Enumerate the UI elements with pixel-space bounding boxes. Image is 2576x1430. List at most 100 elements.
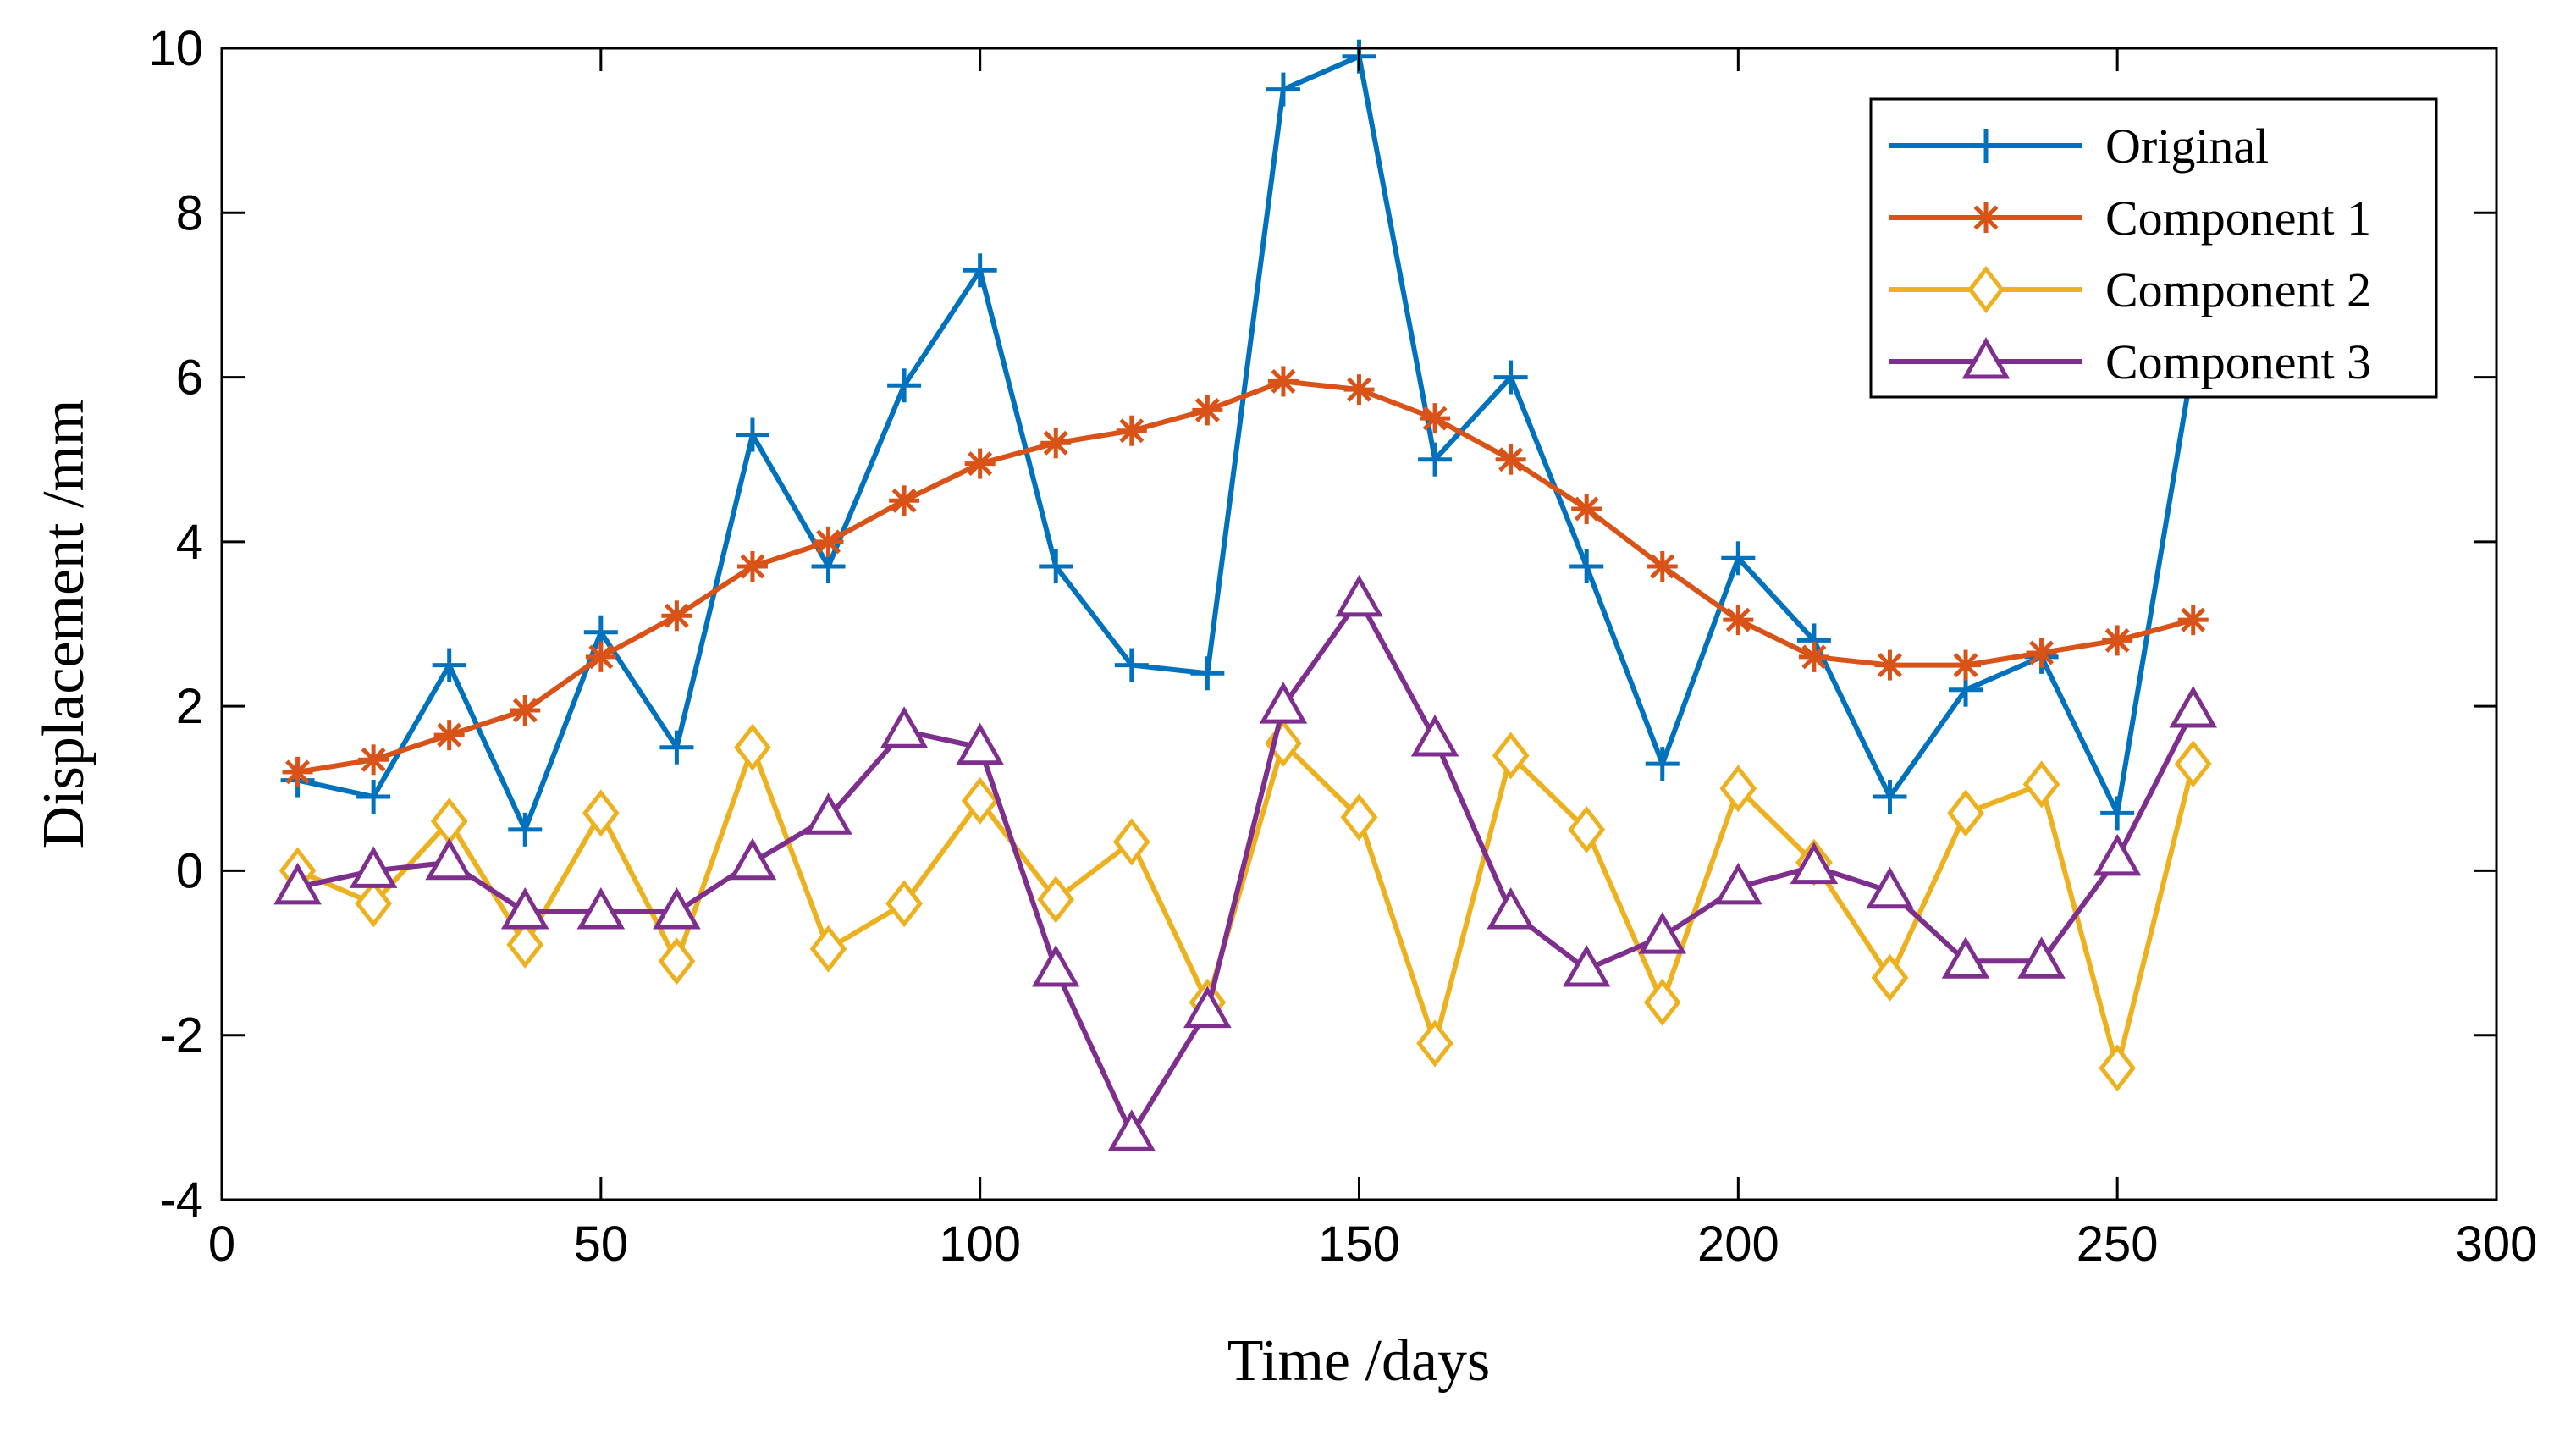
triangle-marker-shape xyxy=(1183,986,1232,1029)
diamond-marker-shape xyxy=(2022,760,2060,809)
data-point xyxy=(2017,936,2066,979)
diamond-marker-shape xyxy=(1967,265,2005,314)
x-axis-label: Time /days xyxy=(1227,1328,1491,1394)
diamond-marker-shape xyxy=(1340,793,1378,842)
data-point xyxy=(508,812,543,847)
legend-box xyxy=(1869,97,2438,399)
data-point xyxy=(735,417,769,452)
data-point xyxy=(1719,765,1757,813)
triangle-marker-shape xyxy=(576,886,626,930)
triangle-marker-shape xyxy=(500,886,549,930)
legend-label: Component 1 xyxy=(2105,190,2371,246)
data-point xyxy=(349,846,398,888)
data-point xyxy=(1941,936,1990,979)
data-point xyxy=(1267,366,1299,397)
data-point xyxy=(2022,760,2060,809)
axis-ticks: 0 50 100 150 200 250 300 -4 -2 0 2 4 6 8 10 xyxy=(148,21,2537,1272)
triangle-marker-shape xyxy=(728,837,777,881)
triangle-marker-shape xyxy=(1107,1109,1156,1151)
triangle-marker-shape xyxy=(1714,862,1762,905)
asterisk-marker-arm xyxy=(1725,607,1751,632)
data-point xyxy=(273,862,322,905)
data-point xyxy=(1183,986,1232,1029)
data-point xyxy=(659,730,694,765)
y-tick-label: 6 xyxy=(176,351,203,406)
asterisk-marker-arm xyxy=(1119,418,1145,444)
data-point xyxy=(1647,551,1678,582)
triangle-marker-shape xyxy=(880,706,929,748)
legend-entry-component-3: Component 3 xyxy=(1889,334,2371,389)
diamond-marker-shape xyxy=(2099,1044,2137,1092)
data-point xyxy=(1873,780,1907,814)
asterisk-marker-arm xyxy=(512,698,538,723)
triangle-marker-shape xyxy=(1562,944,1611,987)
data-point xyxy=(2174,740,2212,788)
data-point xyxy=(1638,912,1687,954)
data-point xyxy=(736,551,768,582)
legend-entry-component-1: Component 1 xyxy=(1889,190,2371,246)
legend-marker xyxy=(1969,129,2003,163)
diamond-marker-shape xyxy=(355,880,393,928)
data-point xyxy=(585,641,616,672)
triangle-marker-shape xyxy=(273,862,322,905)
data-point xyxy=(653,886,701,930)
triangle-marker-shape xyxy=(1487,886,1535,930)
data-point xyxy=(1874,649,1906,681)
data-point xyxy=(1418,442,1453,477)
legend-marker xyxy=(1961,336,2011,379)
asterisk-marker-arm xyxy=(437,722,462,748)
diamond-marker-shape xyxy=(1037,875,1075,924)
data-point xyxy=(1420,403,1451,434)
asterisk-marker-arm xyxy=(1194,397,1220,422)
asterisk-marker-arm xyxy=(968,451,993,477)
data-point xyxy=(809,925,847,973)
x-tick-label: 100 xyxy=(939,1217,1021,1272)
asterisk-marker-arm xyxy=(2181,607,2206,632)
diamond-marker-shape xyxy=(1492,732,1530,780)
data-point xyxy=(1192,395,1223,426)
diamond-marker-shape xyxy=(1947,789,1984,837)
data-point xyxy=(804,792,852,835)
data-point xyxy=(500,886,549,930)
legend-label: Component 3 xyxy=(2105,334,2371,389)
data-point xyxy=(1335,574,1383,617)
data-point xyxy=(2169,685,2218,728)
x-tick-label: 300 xyxy=(2456,1217,2538,1272)
data-point xyxy=(2102,625,2133,656)
triangle-marker-shape xyxy=(804,792,852,835)
data-point xyxy=(1643,978,1681,1026)
triangle-marker-shape xyxy=(1410,714,1459,757)
asterisk-marker-arm xyxy=(2104,627,2130,653)
triangle-marker-shape xyxy=(1638,912,1687,954)
triangle-marker-shape xyxy=(1031,944,1080,987)
data-point xyxy=(282,756,313,787)
triangle-marker-shape xyxy=(1335,574,1383,617)
data-point xyxy=(1343,374,1375,406)
data-point xyxy=(1947,789,1984,837)
triangle-marker-shape xyxy=(1790,842,1839,885)
legend-entry-component-2: Component 2 xyxy=(1889,262,2371,317)
data-point xyxy=(1340,793,1378,842)
asterisk-marker-arm xyxy=(664,603,689,628)
y-tick-label: 0 xyxy=(176,843,203,898)
data-point xyxy=(661,600,692,632)
data-point xyxy=(1714,862,1762,905)
data-point xyxy=(734,723,771,771)
diamond-marker-shape xyxy=(582,789,620,837)
data-point xyxy=(1037,875,1075,924)
data-point xyxy=(433,720,465,751)
data-point xyxy=(1871,953,1909,1002)
legend-marker xyxy=(1967,265,2005,314)
triangle-marker-shape xyxy=(653,886,701,930)
diamond-marker-shape xyxy=(885,880,923,928)
data-point xyxy=(961,776,999,825)
y-tick-label: -2 xyxy=(159,1008,203,1063)
triangle-marker-shape xyxy=(1961,336,2011,379)
asterisk-marker-arm xyxy=(1801,644,1827,670)
data-point xyxy=(963,253,997,288)
data-point xyxy=(887,368,922,403)
triangle-marker-shape xyxy=(349,846,398,888)
asterisk-marker-arm xyxy=(361,747,386,772)
data-point xyxy=(2099,1044,2137,1092)
asterisk-marker-arm xyxy=(1650,554,1675,579)
